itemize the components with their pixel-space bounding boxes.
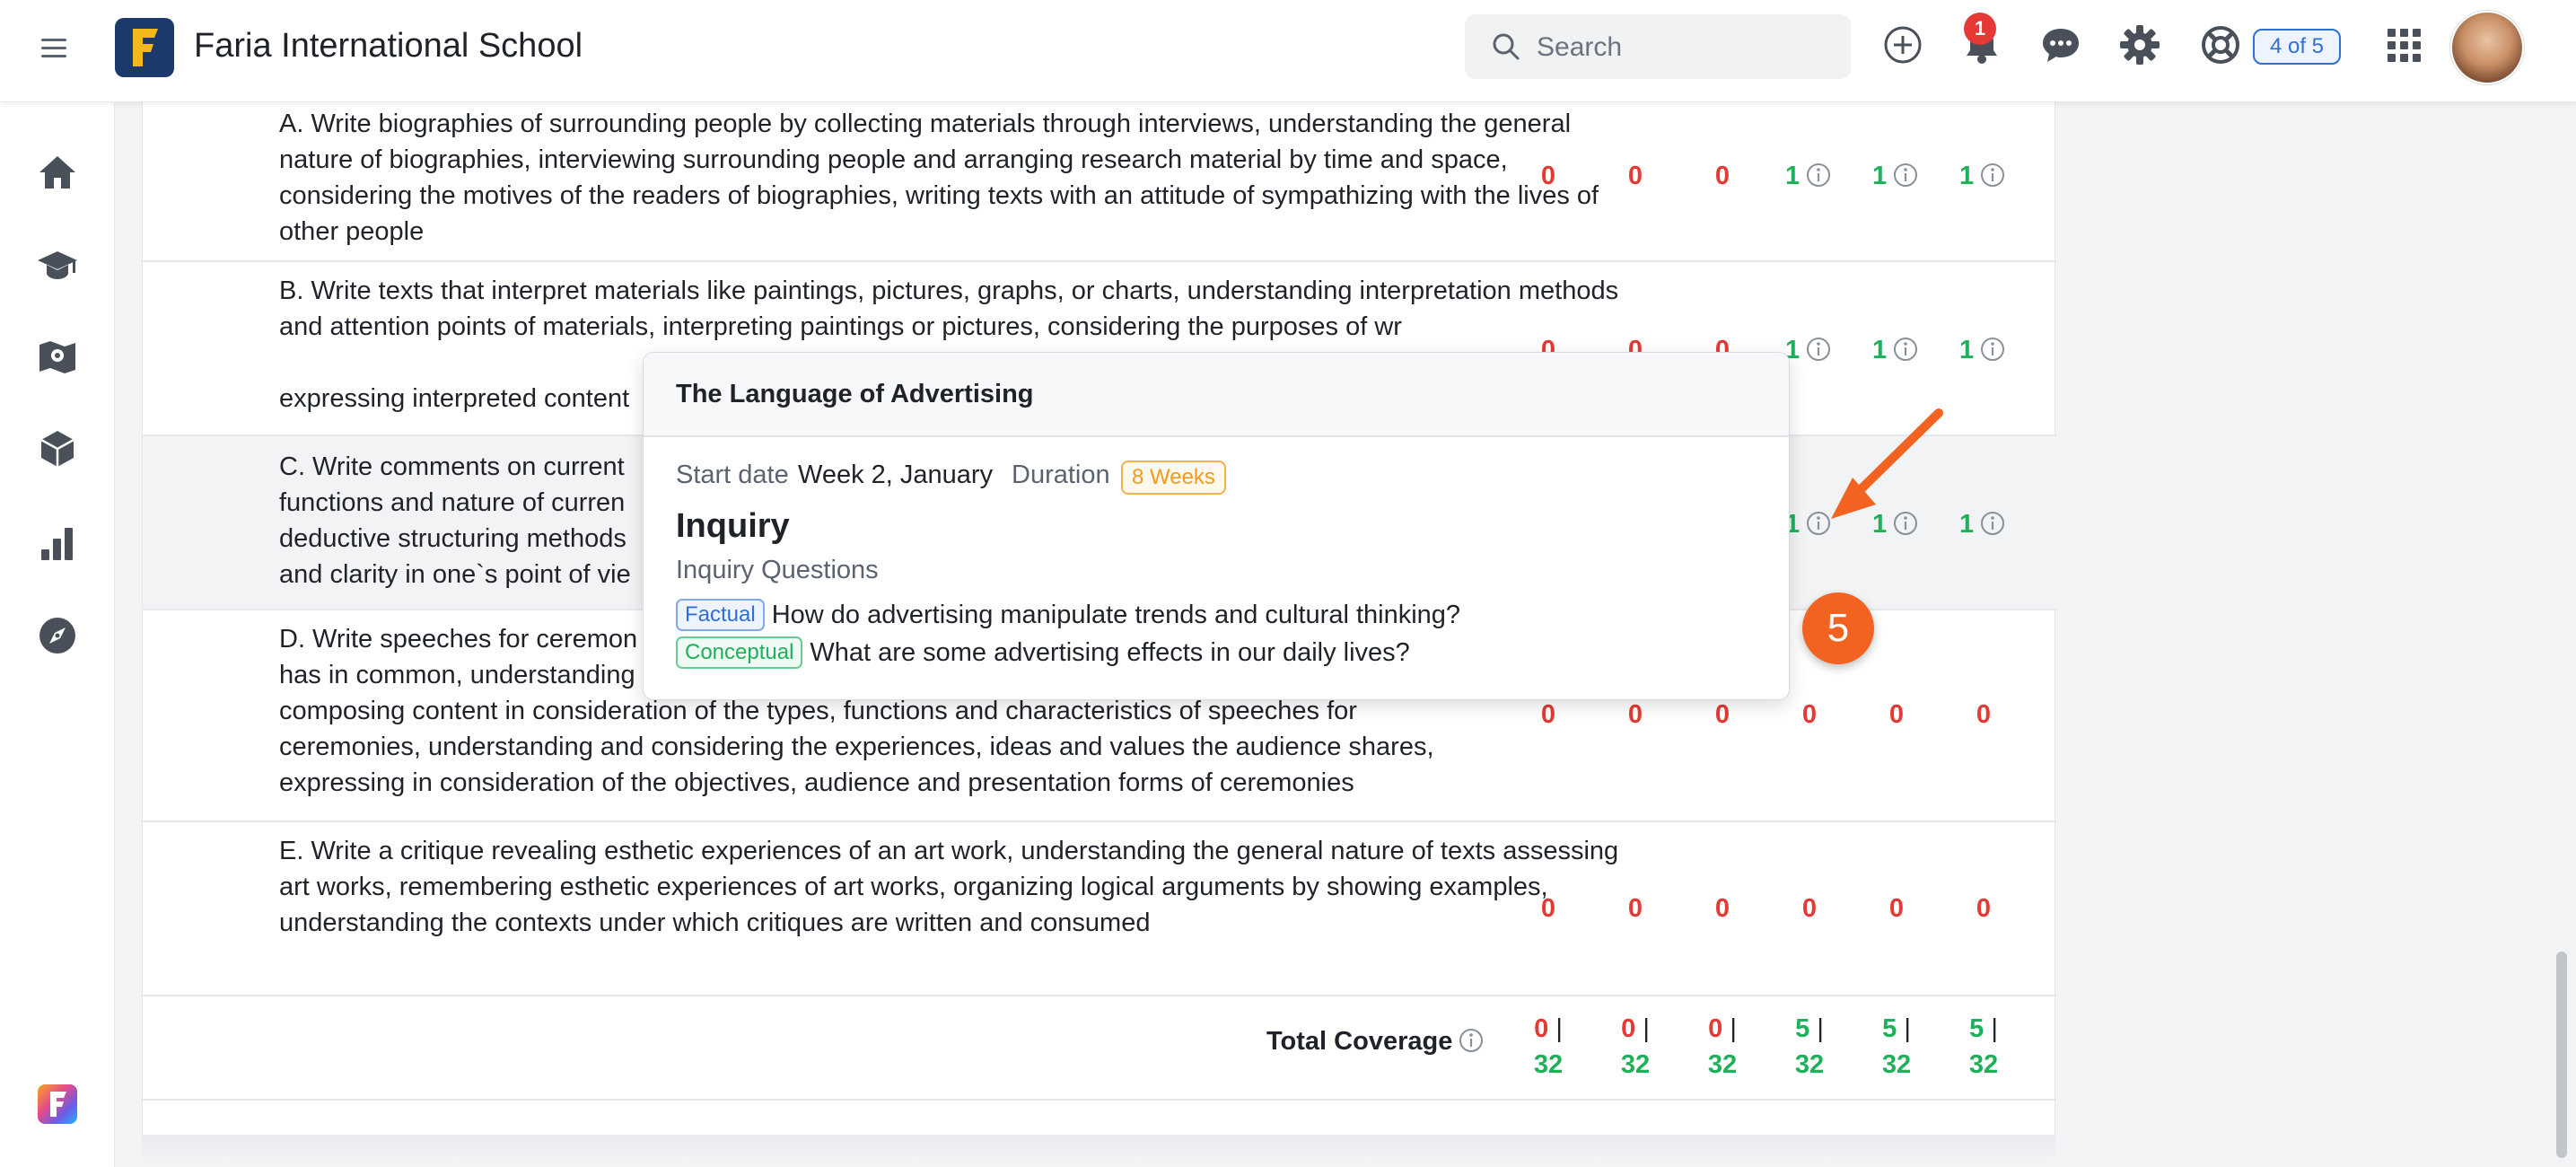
notification-count-badge: 1 xyxy=(1964,13,1996,45)
coverage-value: 0 xyxy=(1540,894,1556,923)
settings-gear-icon[interactable] xyxy=(2116,22,2163,68)
inquiry-question: Conceptual What are some advertising effe… xyxy=(676,636,1410,669)
search-input[interactable]: Search xyxy=(1465,14,1851,79)
info-icon[interactable] xyxy=(1805,162,1832,189)
coverage-value: 1 xyxy=(1872,162,1944,191)
unit-popover: The Language of Advertising Start date W… xyxy=(643,352,1790,700)
help-lifebuoy-icon[interactable] xyxy=(2197,22,2244,68)
total-coverage-value: 5 | 32 xyxy=(1968,1014,1999,1079)
start-date-label: Start date xyxy=(676,461,789,489)
total-coverage-value: 0 | 32 xyxy=(1620,1014,1651,1079)
standard-description-line: and clarity in one`s point of vie xyxy=(279,560,631,589)
coverage-value: 0 xyxy=(1714,162,1730,190)
standard-description-line: deductive structuring methods xyxy=(279,524,626,553)
standard-description-line: ceremonies, understanding and considerin… xyxy=(279,733,1434,761)
standard-description: B. Write texts that interpret materials … xyxy=(279,276,1619,341)
faria-app-logo-icon[interactable] xyxy=(38,1084,77,1124)
home-icon[interactable] xyxy=(36,151,79,194)
coverage-value: 1 xyxy=(1872,336,1944,365)
standard-description-line: composing content in consideration of th… xyxy=(279,697,1357,725)
standard-description-line: expressing in consideration of the objec… xyxy=(279,768,1354,797)
info-icon[interactable] xyxy=(1805,510,1832,537)
coverage-value: 1 xyxy=(1959,510,2031,540)
info-icon[interactable] xyxy=(1979,510,2006,537)
coverage-value: 0 xyxy=(1888,700,1905,729)
table-row: E. Write a critique revealing esthetic e… xyxy=(143,822,2056,996)
coverage-value: 1 xyxy=(1785,162,1857,191)
messages-icon[interactable] xyxy=(2037,22,2084,68)
coverage-value: 1 xyxy=(1872,510,1944,540)
graduation-cap-icon[interactable] xyxy=(36,244,79,287)
duration-label: Duration xyxy=(1012,461,1110,489)
coverage-value: 0 xyxy=(1801,700,1818,729)
coverage-value: 0 xyxy=(1540,700,1556,729)
start-date-value: Week 2, January xyxy=(798,461,994,489)
step-number-badge: 5 xyxy=(1802,592,1874,664)
info-icon[interactable] xyxy=(1892,336,1919,363)
pointer-arrow-icon xyxy=(1831,408,1943,519)
coverage-value: 0 xyxy=(1714,700,1730,729)
section-heading: Inquiry xyxy=(676,507,790,545)
question-text: What are some advertising effects in our… xyxy=(810,638,1410,667)
apps-grid-icon[interactable] xyxy=(2380,22,2427,68)
bar-chart-icon[interactable] xyxy=(36,522,79,566)
coverage-value: 0 xyxy=(1627,162,1643,190)
coverage-value: 0 xyxy=(1627,894,1643,923)
unit-title[interactable]: The Language of Advertising xyxy=(676,380,1034,408)
total-coverage-row xyxy=(143,996,2056,1101)
coverage-value: 0 xyxy=(1714,894,1730,923)
coverage-value: 0 xyxy=(1976,700,1992,729)
info-icon[interactable] xyxy=(1892,510,1919,537)
question-text: How do advertising manipulate trends and… xyxy=(771,601,1461,629)
table-row: A. Write biographies of surrounding peop… xyxy=(143,102,2056,262)
standard-description: A. Write biographies of surrounding peop… xyxy=(279,110,1599,246)
total-coverage-value: 5 | 32 xyxy=(1794,1014,1825,1079)
standard-description-line: functions and nature of curren xyxy=(279,488,626,517)
cube-icon[interactable] xyxy=(36,427,79,470)
inquiry-question: Factual How do advertising manipulate tre… xyxy=(676,599,1460,631)
info-icon[interactable] xyxy=(1979,336,2006,363)
step-indicator-badge[interactable]: 4 of 5 xyxy=(2253,29,2341,65)
coverage-value: 0 xyxy=(1540,162,1556,190)
compass-icon[interactable] xyxy=(36,614,79,657)
coverage-value: 0 xyxy=(1888,894,1905,923)
coverage-value: 0 xyxy=(1801,894,1818,923)
add-icon[interactable] xyxy=(1879,22,1926,68)
info-icon[interactable] xyxy=(1458,1027,1485,1054)
factual-tag: Factual xyxy=(676,599,765,631)
standard-description-line: has in common, understanding xyxy=(279,661,635,689)
school-name: Faria International School xyxy=(194,27,583,65)
table-row: D. Write speeches for ceremon has in com… xyxy=(143,610,2056,822)
standard-description: E. Write a critique revealing esthetic e… xyxy=(279,837,1619,937)
total-coverage-value: 0 | 32 xyxy=(1707,1014,1738,1079)
info-icon[interactable] xyxy=(1892,162,1919,189)
duration-badge: 8 Weeks xyxy=(1121,461,1226,495)
content-bottom-shadow xyxy=(142,1135,2055,1167)
coverage-value: 1 xyxy=(1785,336,1857,365)
school-logo-icon[interactable] xyxy=(115,18,174,77)
top-bar: Faria International School Search 1 xyxy=(0,0,2576,102)
coverage-value: 1 xyxy=(1959,336,2031,365)
info-icon[interactable] xyxy=(1805,336,1832,363)
info-icon[interactable] xyxy=(1979,162,2006,189)
coverage-value: 0 xyxy=(1627,700,1643,729)
user-avatar[interactable] xyxy=(2450,11,2524,84)
total-coverage-label: Total Coverage xyxy=(1266,1027,1485,1057)
page-scrollbar[interactable] xyxy=(2556,952,2567,1158)
coverage-value: 0 xyxy=(1976,894,1992,923)
standard-description-line: D. Write speeches for ceremon xyxy=(279,625,638,654)
map-book-icon[interactable] xyxy=(36,336,79,379)
search-icon xyxy=(1493,33,1520,60)
total-coverage-value: 0 | 32 xyxy=(1533,1014,1564,1079)
standard-description-line: C. Write comments on current xyxy=(279,452,625,481)
coverage-value: 1 xyxy=(1959,162,2031,191)
conceptual-tag: Conceptual xyxy=(676,636,803,669)
total-coverage-value: 5 | 32 xyxy=(1881,1014,1912,1079)
search-placeholder: Search xyxy=(1537,32,1623,62)
left-sidebar xyxy=(0,102,115,1167)
standard-description-line: expressing interpreted content xyxy=(279,384,630,413)
subheading: Inquiry Questions xyxy=(676,556,879,584)
menu-icon[interactable] xyxy=(38,32,70,65)
popover-header: The Language of Advertising xyxy=(644,353,1789,437)
